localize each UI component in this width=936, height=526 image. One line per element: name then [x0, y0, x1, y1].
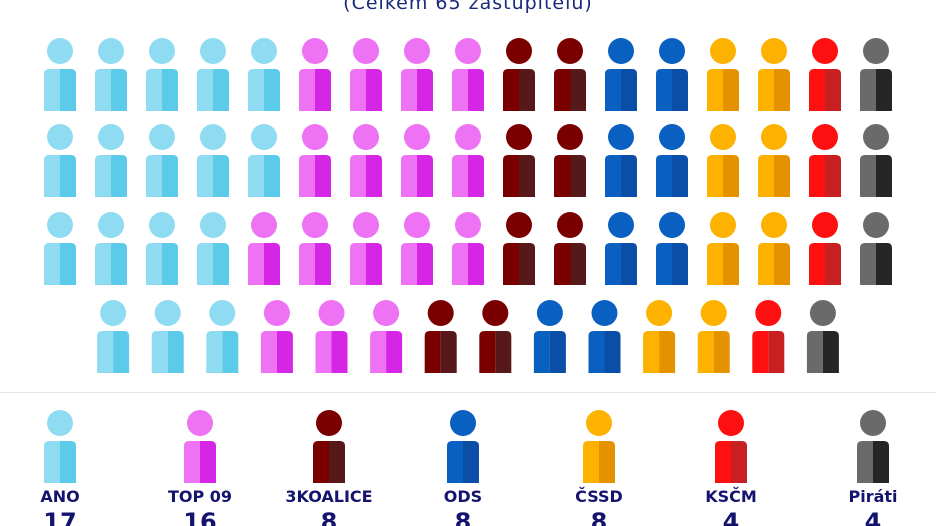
seat-icon-top-09: [370, 300, 403, 373]
seat-icon-top-09: [452, 212, 484, 285]
seat-icon-ano: [95, 38, 127, 111]
seat-icon-ods: [656, 124, 688, 197]
legend-divider: [0, 392, 936, 393]
seat-icon-ano: [206, 300, 239, 373]
seat-icon-ano: [44, 124, 76, 197]
seat-icon-ano: [95, 212, 127, 285]
legend-label-3koalice: 3KOALICE: [285, 487, 372, 506]
chart-subtitle: (Celkem 65 zastupitelů): [343, 0, 593, 14]
seat-icon-top-09: [350, 212, 382, 285]
legend-value-pir-ti: 4: [865, 508, 882, 526]
legend-value--ssd: 8: [591, 508, 608, 526]
seat-icon-ano: [146, 212, 178, 285]
seat-icon-ano: [146, 38, 178, 111]
seat-icon-pir-ti: [806, 300, 839, 373]
seat-icon-ano: [197, 212, 229, 285]
seat-icon--ssd: [707, 212, 739, 285]
seat-icon-ks-m: [809, 212, 841, 285]
seat-icon-top-09: [315, 300, 348, 373]
legend-label-top-09: TOP 09: [168, 487, 232, 506]
seat-icon-top-09: [260, 300, 293, 373]
legend-label-pir-ti: Piráti: [848, 487, 897, 506]
seat-icon-ano: [95, 124, 127, 197]
seat-icon-top-09: [452, 124, 484, 197]
seat-icon-ods: [605, 38, 637, 111]
seat-icon-3koalice: [503, 38, 535, 111]
legend-value-ods: 8: [455, 508, 472, 526]
seat-icon-top-09: [299, 38, 331, 111]
legend-icon--ssd: [583, 410, 615, 483]
seat-icon-ods: [656, 212, 688, 285]
seat-icon--ssd: [697, 300, 730, 373]
seat-icon-ods: [533, 300, 566, 373]
legend-value-top-09: 16: [183, 508, 216, 526]
seat-icon-ano: [197, 124, 229, 197]
legend-label--ssd: ČSSD: [575, 487, 623, 506]
legend-value-3koalice: 8: [321, 508, 338, 526]
seat-icon-ks-m: [809, 38, 841, 111]
seat-icon-ano: [197, 38, 229, 111]
seat-icon-3koalice: [479, 300, 512, 373]
seat-icon-ano: [44, 38, 76, 111]
legend-value-ano: 17: [43, 508, 76, 526]
seat-icon-ano: [97, 300, 130, 373]
seat-icon-ks-m: [809, 124, 841, 197]
seat-icon-ods: [605, 212, 637, 285]
seat-icon-top-09: [401, 124, 433, 197]
legend-icon-pir-ti: [857, 410, 889, 483]
seat-icon-pir-ti: [860, 212, 892, 285]
seat-icon-3koalice: [503, 212, 535, 285]
seat-icon-top-09: [452, 38, 484, 111]
seat-icon--ssd: [643, 300, 676, 373]
seat-icon-3koalice: [503, 124, 535, 197]
seat-icon-ks-m: [752, 300, 785, 373]
seat-icon--ssd: [707, 124, 739, 197]
seat-icon--ssd: [758, 38, 790, 111]
seat-icon--ssd: [758, 212, 790, 285]
seat-icon-pir-ti: [860, 124, 892, 197]
seat-icon-3koalice: [554, 124, 586, 197]
legend-icon-ks-m: [715, 410, 747, 483]
seat-icon-top-09: [299, 212, 331, 285]
seat-icon-pir-ti: [860, 38, 892, 111]
legend-icon-top-09: [184, 410, 216, 483]
legend-icon-3koalice: [313, 410, 345, 483]
seat-icon-3koalice: [554, 212, 586, 285]
legend-value-ks-m: 4: [723, 508, 740, 526]
seat-icon-top-09: [401, 38, 433, 111]
legend-label-ods: ODS: [444, 487, 482, 506]
seat-icon-ano: [151, 300, 184, 373]
legend-icon-ano: [44, 410, 76, 483]
seat-icon--ssd: [707, 38, 739, 111]
legend-icon-ods: [447, 410, 479, 483]
seat-icon-ano: [44, 212, 76, 285]
seat-icon-top-09: [299, 124, 331, 197]
seat-icon-top-09: [248, 212, 280, 285]
legend-label-ano: ANO: [40, 487, 79, 506]
seat-icon-ods: [605, 124, 637, 197]
seat-icon-top-09: [350, 38, 382, 111]
seat-icon--ssd: [758, 124, 790, 197]
seat-icon-ano: [248, 38, 280, 111]
seat-icon-ods: [656, 38, 688, 111]
seat-icon-ano: [248, 124, 280, 197]
seat-icon-ano: [146, 124, 178, 197]
seat-icon-top-09: [401, 212, 433, 285]
legend-label-ks-m: KSČM: [705, 487, 757, 506]
seat-icon-top-09: [350, 124, 382, 197]
seat-icon-3koalice: [424, 300, 457, 373]
seat-icon-ods: [588, 300, 621, 373]
seat-icon-3koalice: [554, 38, 586, 111]
